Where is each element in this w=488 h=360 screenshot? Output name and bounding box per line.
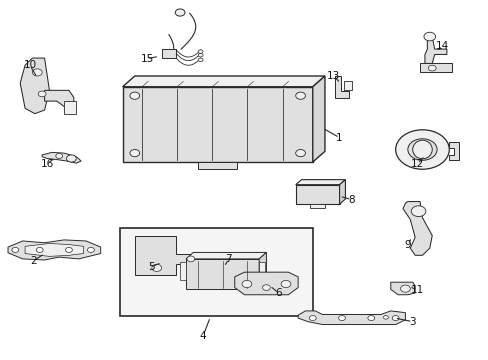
Circle shape	[186, 256, 194, 262]
Circle shape	[65, 247, 72, 252]
Circle shape	[175, 9, 184, 16]
Text: 1: 1	[336, 133, 342, 143]
Text: 14: 14	[434, 41, 447, 50]
Text: 16: 16	[41, 159, 54, 169]
Text: 9: 9	[404, 239, 410, 249]
Circle shape	[410, 206, 425, 217]
Text: 10: 10	[23, 60, 37, 70]
Circle shape	[281, 280, 290, 288]
Text: 3: 3	[408, 317, 415, 327]
Bar	[120, 228, 312, 316]
Circle shape	[309, 316, 316, 320]
Circle shape	[152, 264, 161, 271]
Text: 12: 12	[410, 159, 424, 169]
Circle shape	[87, 247, 94, 252]
Circle shape	[198, 50, 203, 53]
Polygon shape	[402, 202, 431, 255]
Circle shape	[198, 58, 203, 62]
Polygon shape	[185, 252, 266, 259]
Circle shape	[423, 32, 435, 41]
Polygon shape	[295, 180, 345, 185]
Polygon shape	[64, 101, 76, 114]
Text: 11: 11	[410, 285, 424, 295]
Circle shape	[262, 285, 270, 291]
Text: 15: 15	[140, 54, 153, 64]
Circle shape	[395, 130, 448, 169]
Circle shape	[242, 280, 251, 288]
Circle shape	[38, 91, 46, 97]
Polygon shape	[424, 37, 446, 63]
Polygon shape	[135, 235, 200, 275]
Circle shape	[12, 247, 19, 252]
Polygon shape	[122, 87, 312, 162]
Polygon shape	[20, 58, 49, 114]
Circle shape	[338, 316, 345, 320]
Circle shape	[407, 139, 436, 160]
Polygon shape	[448, 142, 458, 160]
Circle shape	[198, 53, 203, 57]
Circle shape	[383, 316, 387, 319]
Circle shape	[367, 316, 374, 320]
Polygon shape	[259, 252, 266, 289]
Polygon shape	[180, 262, 185, 280]
Circle shape	[295, 149, 305, 157]
Circle shape	[400, 285, 409, 292]
Circle shape	[36, 247, 43, 252]
Polygon shape	[310, 204, 325, 208]
Polygon shape	[339, 180, 345, 204]
Polygon shape	[8, 240, 101, 260]
Polygon shape	[198, 162, 237, 168]
Text: 6: 6	[275, 288, 282, 298]
Polygon shape	[259, 262, 264, 280]
Text: 4: 4	[199, 331, 206, 341]
Polygon shape	[42, 152, 81, 163]
Text: 5: 5	[148, 262, 155, 272]
Text: 2: 2	[30, 256, 37, 266]
Circle shape	[130, 149, 140, 157]
Circle shape	[130, 92, 140, 99]
Circle shape	[391, 316, 398, 320]
Text: 8: 8	[348, 195, 354, 205]
Circle shape	[66, 155, 76, 162]
Polygon shape	[25, 243, 83, 256]
Circle shape	[295, 92, 305, 99]
Polygon shape	[334, 76, 348, 98]
Polygon shape	[298, 311, 405, 324]
Polygon shape	[344, 81, 351, 90]
Polygon shape	[295, 185, 339, 204]
Polygon shape	[161, 49, 176, 58]
Polygon shape	[390, 282, 414, 295]
Text: 13: 13	[326, 71, 340, 81]
Ellipse shape	[412, 140, 431, 159]
Polygon shape	[419, 63, 451, 72]
Circle shape	[56, 153, 62, 158]
Polygon shape	[44, 90, 74, 108]
Polygon shape	[234, 272, 298, 295]
Polygon shape	[122, 76, 325, 87]
Circle shape	[32, 69, 42, 76]
Circle shape	[427, 65, 435, 71]
Polygon shape	[185, 259, 259, 289]
Text: 7: 7	[225, 254, 232, 264]
Polygon shape	[312, 76, 325, 162]
